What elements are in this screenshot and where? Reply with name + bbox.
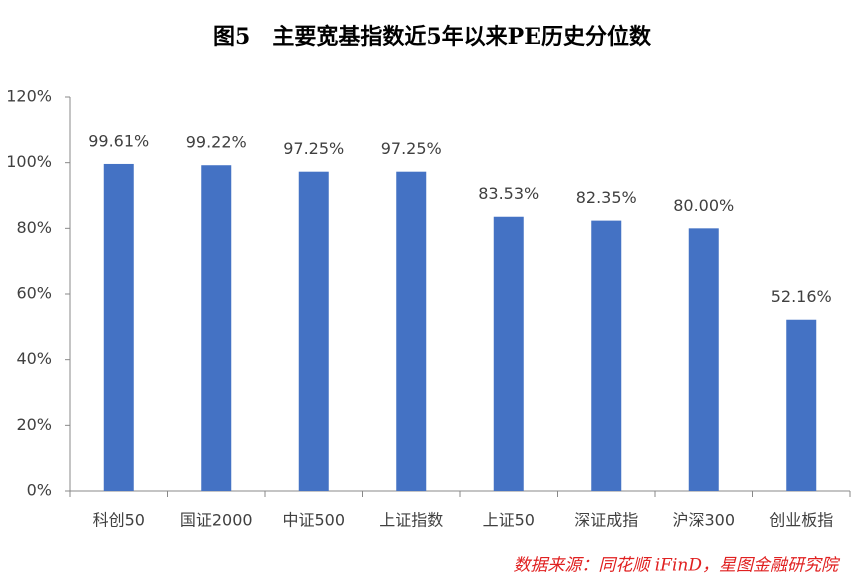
y-tick-label: 120% <box>6 87 52 106</box>
bar <box>786 319 817 491</box>
x-tick-label: 沪深300 <box>672 511 735 530</box>
x-tick-label: 深证成指 <box>574 511 638 530</box>
x-tick-label: 国证2000 <box>180 511 253 530</box>
data-label: 83.53% <box>478 184 539 203</box>
x-tick-label: 上证指数 <box>379 511 443 530</box>
bar <box>201 165 232 491</box>
y-tick-label: 40% <box>16 349 52 368</box>
x-tick-label: 中证500 <box>282 511 345 530</box>
x-tick-label: 科创50 <box>93 511 145 530</box>
x-tick-label: 上证50 <box>483 511 535 530</box>
source-note: 数据来源：同花顺 iFinD，星图金融研究院 <box>513 556 841 576</box>
y-tick-label: 60% <box>16 284 52 303</box>
data-label: 52.16% <box>771 287 832 306</box>
y-tick-label: 80% <box>16 218 52 237</box>
data-label: 80.00% <box>673 196 734 215</box>
x-tick-label: 创业板指 <box>769 511 833 530</box>
chart-title: 图5 主要宽基指数近5年以来PE历史分位数 <box>213 24 652 50</box>
bar <box>493 216 524 491</box>
bar <box>298 171 329 491</box>
data-label: 97.25% <box>283 139 344 158</box>
y-tick-label: 0% <box>27 481 52 500</box>
data-label: 99.61% <box>88 131 149 150</box>
data-label: 82.35% <box>576 188 637 207</box>
bar <box>103 163 134 491</box>
y-tick-label: 100% <box>6 152 52 171</box>
bar <box>396 171 427 491</box>
data-label: 99.22% <box>186 133 247 152</box>
bar <box>688 228 719 492</box>
y-tick-label: 20% <box>16 415 52 434</box>
data-label: 97.25% <box>381 139 442 158</box>
bar <box>591 220 622 491</box>
